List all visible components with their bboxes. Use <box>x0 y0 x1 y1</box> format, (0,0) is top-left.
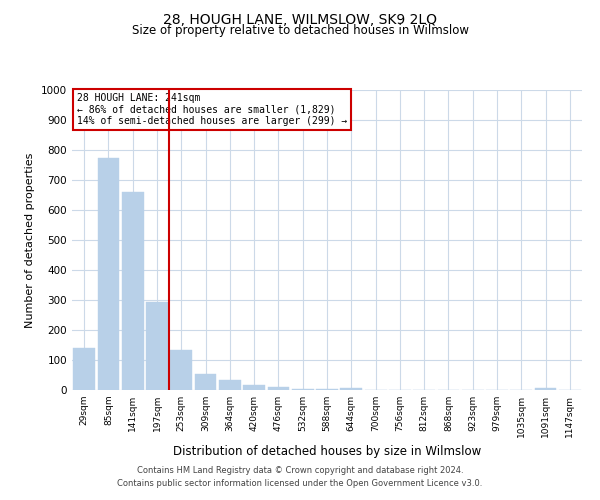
Text: 28, HOUGH LANE, WILMSLOW, SK9 2LQ: 28, HOUGH LANE, WILMSLOW, SK9 2LQ <box>163 12 437 26</box>
Bar <box>292 388 314 390</box>
Bar <box>340 388 362 390</box>
Bar <box>122 192 143 390</box>
Text: 28 HOUGH LANE: 241sqm
← 86% of detached houses are smaller (1,829)
14% of semi-d: 28 HOUGH LANE: 241sqm ← 86% of detached … <box>77 93 347 126</box>
Bar <box>535 388 556 390</box>
X-axis label: Distribution of detached houses by size in Wilmslow: Distribution of detached houses by size … <box>173 446 481 458</box>
Text: Contains HM Land Registry data © Crown copyright and database right 2024.
Contai: Contains HM Land Registry data © Crown c… <box>118 466 482 487</box>
Bar <box>243 384 265 390</box>
Bar <box>146 302 168 390</box>
Bar <box>219 380 241 390</box>
Y-axis label: Number of detached properties: Number of detached properties <box>25 152 35 328</box>
Bar <box>73 348 95 390</box>
Bar <box>97 158 119 390</box>
Bar <box>194 374 217 390</box>
Text: Size of property relative to detached houses in Wilmslow: Size of property relative to detached ho… <box>131 24 469 37</box>
Bar <box>170 350 192 390</box>
Bar <box>268 387 289 390</box>
